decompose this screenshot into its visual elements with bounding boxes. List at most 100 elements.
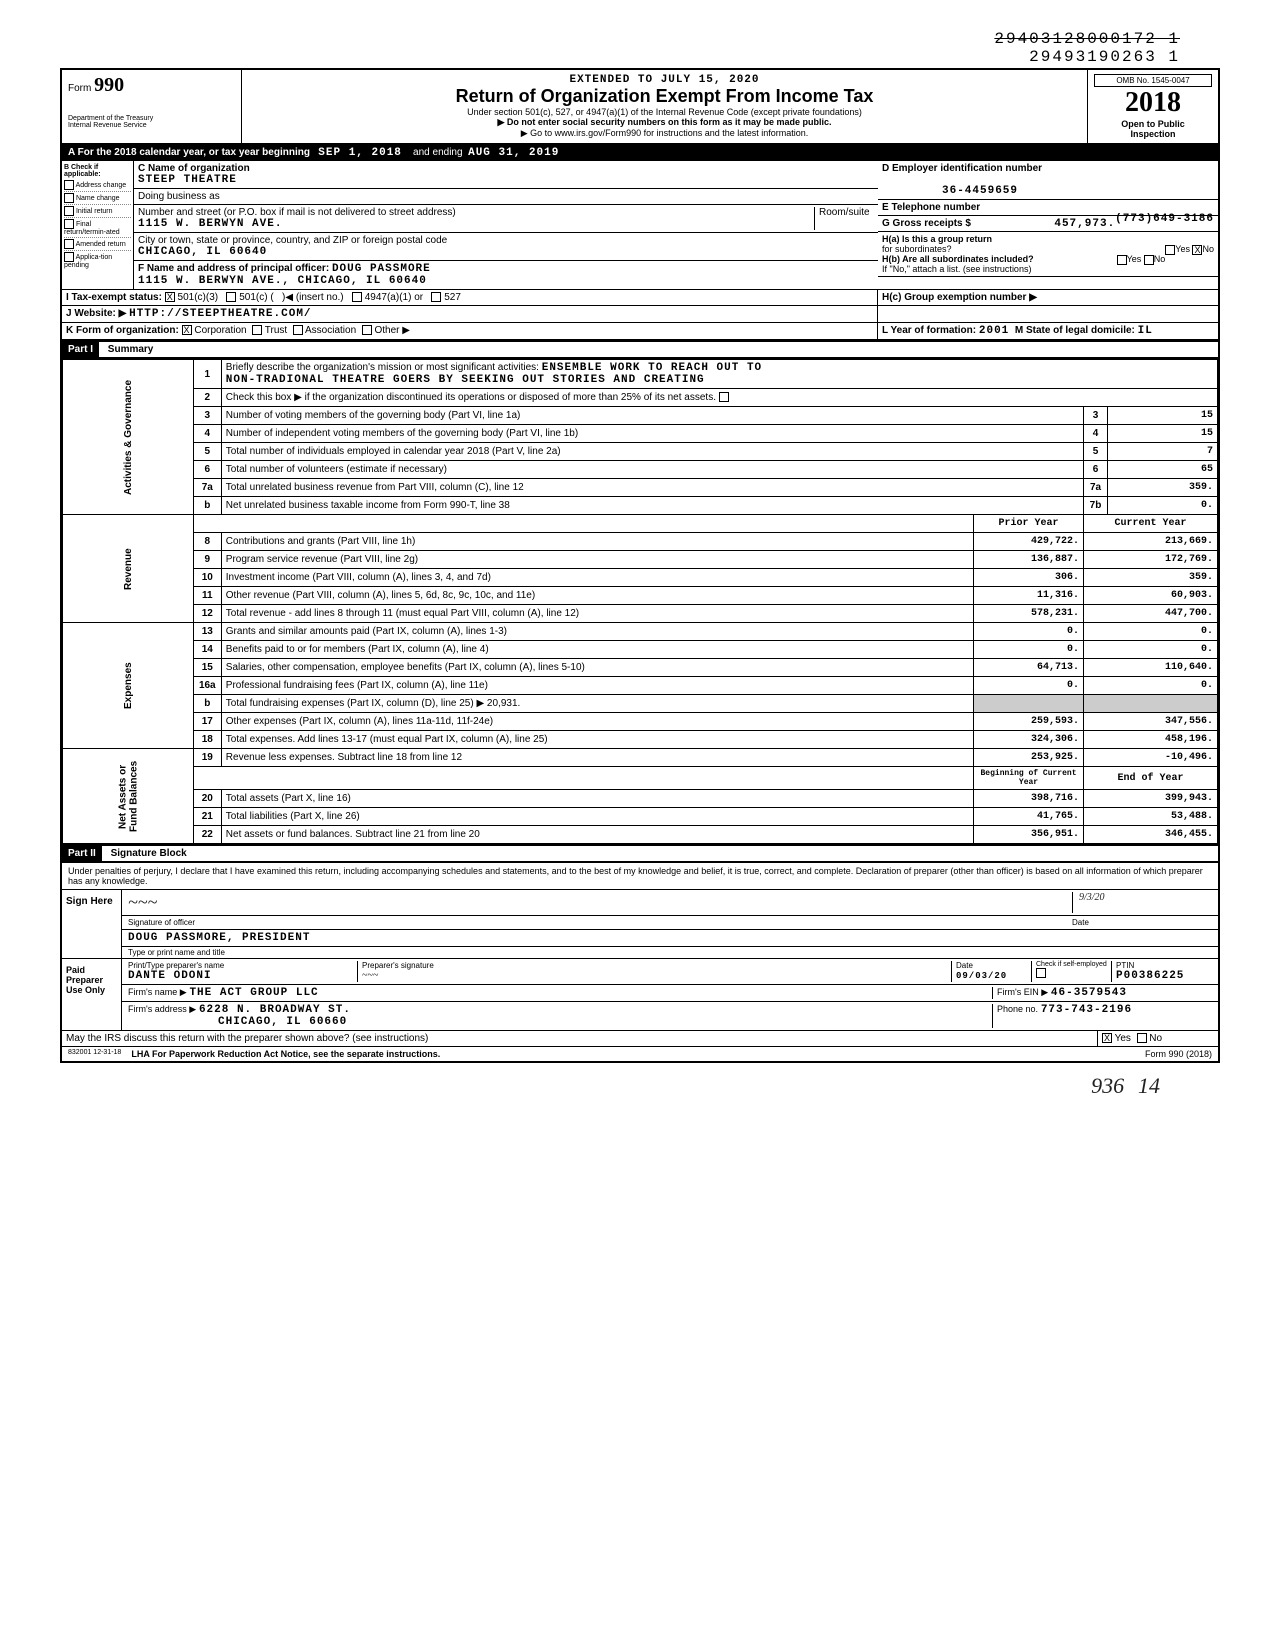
preparer-date-label: Date (956, 961, 1031, 970)
discuss-label: May the IRS discuss this return with the… (62, 1031, 1098, 1046)
part-2-title: Signature Block (105, 848, 187, 859)
bottom-footer: 832001 12-31-18 LHA For Paperwork Reduct… (62, 1047, 1218, 1061)
chk-final[interactable]: Final return/termin-ated (64, 218, 131, 238)
ha-label: H(a) Is this a group return (882, 234, 992, 244)
line-1-value: ENSEMBLE WORK TO REACH OUT TO (542, 362, 762, 374)
officer-signature: ~~~ (128, 892, 1072, 913)
website-row: J Website: ▶ HTTP://STEEPTHEATRE.COM/ (62, 306, 1218, 323)
m-label: M State of legal domicile: (1015, 325, 1135, 336)
preparer-signature: ~~~ (362, 970, 378, 981)
chk-501c[interactable] (226, 292, 236, 302)
section-netassets: Net Assets or Fund Balances (63, 749, 194, 844)
chk-4947[interactable] (352, 292, 362, 302)
form-code: 832001 12-31-18 (68, 1049, 121, 1059)
col-prior-year: Prior Year (974, 515, 1084, 533)
hb-no[interactable] (1144, 255, 1154, 265)
hb-note: If "No," attach a list. (see instruction… (882, 264, 1031, 274)
e-label: E Telephone number (882, 202, 980, 213)
lha-notice: LHA For Paperwork Reduction Act Notice, … (121, 1049, 1145, 1059)
section-revenue: Revenue (63, 515, 194, 623)
period-label: A For the 2018 calendar year, or tax yea… (68, 147, 310, 158)
domicile: IL (1138, 325, 1153, 337)
col-current-year: Current Year (1084, 515, 1218, 533)
tax-status-row: I Tax-exempt status: X 501(c)(3) 501(c) … (62, 290, 1218, 306)
line-15: 15Salaries, other compensation, employee… (63, 659, 1218, 677)
year-formed: 2001 (979, 325, 1009, 337)
line-2-label: Check this box ▶ if the organization dis… (221, 389, 1217, 407)
officer-name: DOUG PASSMORE (332, 263, 431, 275)
period-mid: and ending (413, 147, 463, 158)
hb-yes[interactable] (1117, 255, 1127, 265)
line-5: 5 Total number of individuals employed i… (63, 443, 1218, 461)
discuss-no[interactable] (1137, 1033, 1147, 1043)
line-21: 21Total liabilities (Part X, line 26)41,… (63, 808, 1218, 826)
section-governance: Activities & Governance (63, 360, 194, 515)
firm-phone: 773-743-2196 (1041, 1004, 1132, 1016)
ptin-label: PTIN (1116, 961, 1212, 970)
chk-corp[interactable]: X (182, 325, 192, 335)
chk-discontinued[interactable] (719, 392, 729, 402)
paid-preparer-block: Paid Preparer Use Only Print/Type prepar… (62, 959, 1218, 1031)
city-label: City or town, state or province, country… (138, 235, 447, 246)
perjury-statement: Under penalties of perjury, I declare th… (62, 863, 1218, 890)
open-public: Open to Public (1094, 119, 1212, 129)
dba-label: Doing business as (138, 191, 220, 202)
line-17: 17Other expenses (Part IX, column (A), l… (63, 713, 1218, 731)
firm-ein-label: Firm's EIN ▶ (997, 987, 1048, 997)
line-16a: 16aProfessional fundraising fees (Part I… (63, 677, 1218, 695)
paid-preparer-label: Paid Preparer Use Only (62, 959, 122, 1030)
dln-main: 29493190263 1 (1029, 48, 1180, 66)
subtitle-2: Do not enter social security numbers on … (248, 117, 1081, 128)
preparer-name: DANTE ODONI (128, 970, 212, 982)
firm-addr2: CHICAGO, IL 60660 (128, 1016, 347, 1028)
tax-year: 2018 (1094, 87, 1212, 119)
period-begin: SEP 1, 2018 (318, 147, 402, 159)
chk-self-employed[interactable] (1036, 968, 1046, 978)
chk-initial[interactable]: Initial return (64, 205, 131, 218)
subtitle-1: Under section 501(c), 527, or 4947(a)(1)… (248, 107, 1081, 117)
omb-number: OMB No. 1545-0047 (1094, 74, 1212, 87)
line-7a: 7a Total unrelated business revenue from… (63, 479, 1218, 497)
c-label: C Name of organization (138, 163, 250, 174)
box-b: B Check if applicable: Address change Na… (62, 161, 134, 289)
subtitle-3: Go to www.irs.gov/Form990 for instructio… (248, 128, 1081, 139)
line-10: 10Investment income (Part VIII, column (… (63, 569, 1218, 587)
preparer-date: 09/03/20 (956, 971, 1007, 981)
firm-name: THE ACT GROUP LLC (189, 987, 318, 999)
form-number: 990 (94, 74, 124, 96)
line-22: 22Net assets or fund balances. Subtract … (63, 826, 1218, 844)
chk-501c3[interactable]: X (165, 292, 175, 302)
line-4: 4 Number of independent voting members o… (63, 425, 1218, 443)
line-1-value-cont: NON-TRADIONAL THEATRE GOERS BY SEEKING O… (226, 374, 705, 386)
irs-label: Internal Revenue Service (68, 122, 235, 129)
discuss-yes[interactable]: X (1102, 1033, 1112, 1043)
street-address: 1115 W. BERWYN AVE. (138, 218, 282, 230)
chk-amended[interactable]: Amended return (64, 238, 131, 251)
ein: 36-4459659 (882, 185, 1018, 197)
chk-other[interactable] (362, 325, 372, 335)
ha-no[interactable]: X (1192, 245, 1202, 255)
hand-note-1: 936 (1091, 1073, 1124, 1098)
line-3: 3 Number of voting members of the govern… (63, 407, 1218, 425)
room-suite: Room/suite (814, 207, 874, 230)
k-label: K Form of organization: (66, 325, 179, 336)
sign-date: 9/3/20 (1079, 892, 1105, 903)
dln-struck: 29403128000172 1 (994, 30, 1180, 48)
line-20: 20Total assets (Part X, line 16)398,716.… (63, 790, 1218, 808)
box-c: C Name of organization STEEP THEATRE Doi… (134, 161, 878, 289)
website: HTTP://STEEPTHEATRE.COM/ (129, 308, 311, 320)
chk-assoc[interactable] (293, 325, 303, 335)
line-14: 14Benefits paid to or for members (Part … (63, 641, 1218, 659)
city-state-zip: CHICAGO, IL 60640 (138, 246, 267, 258)
period-end: AUG 31, 2019 (468, 147, 559, 159)
line-9: 9Program service revenue (Part VIII, lin… (63, 551, 1218, 569)
chk-527[interactable] (431, 292, 441, 302)
section-expenses: Expenses (63, 623, 194, 749)
form-org-row: K Form of organization: X Corporation Tr… (62, 323, 1218, 340)
sign-here-label: Sign Here (62, 890, 122, 958)
chk-application[interactable]: Applica-tion pending (64, 251, 131, 270)
chk-address[interactable]: Address change (64, 179, 131, 192)
ha-yes[interactable] (1165, 245, 1175, 255)
chk-name[interactable]: Name change (64, 192, 131, 205)
chk-trust[interactable] (252, 325, 262, 335)
